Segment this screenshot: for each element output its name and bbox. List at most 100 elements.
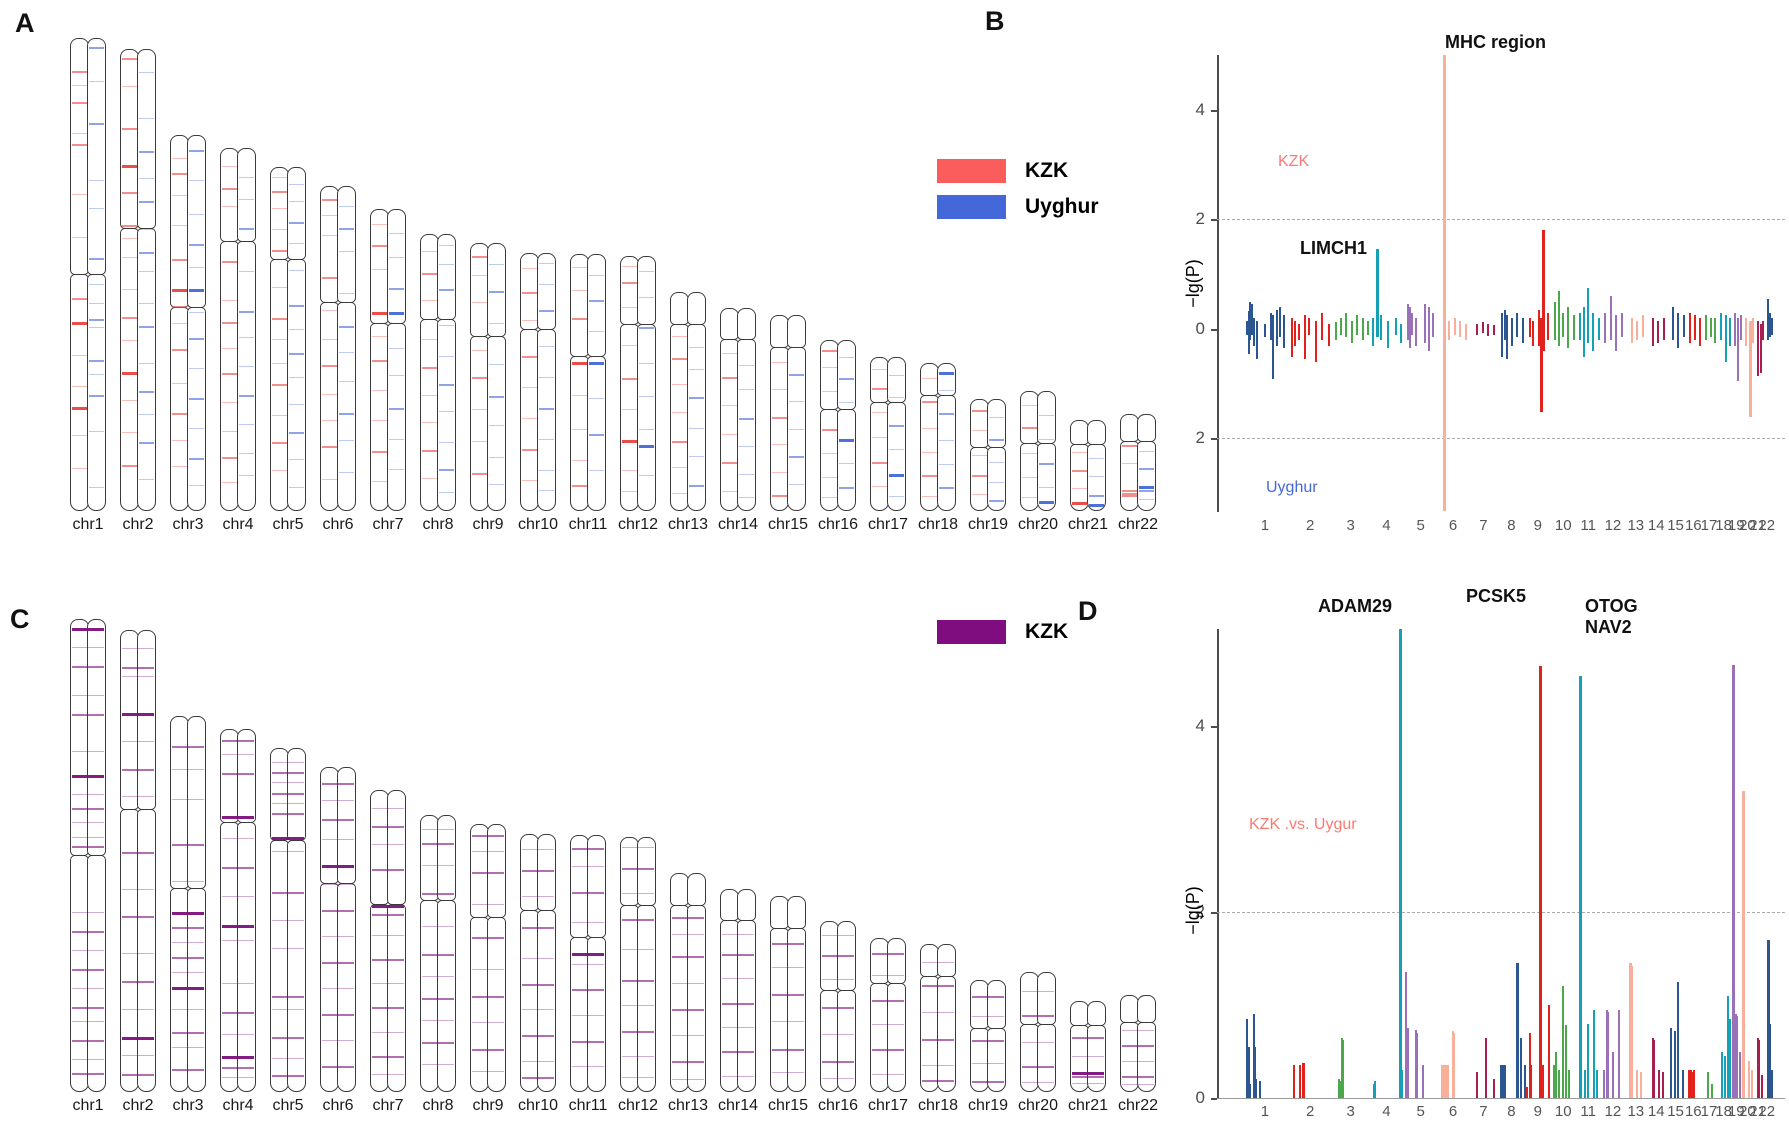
uyghur-band: [139, 118, 154, 119]
manhattan-bar-down: [1532, 329, 1535, 346]
kzk-band: [1022, 477, 1037, 478]
kzk-band: [72, 950, 104, 951]
manhattan-bar-down: [1677, 329, 1680, 349]
kzk-band: [522, 896, 554, 897]
x-axis-tick-label: 3: [1346, 517, 1355, 534]
chromosome-ideogram: [520, 834, 556, 1092]
chromatid-q-arm: [637, 905, 656, 1092]
plot-area: [1217, 629, 1789, 1099]
manhattan-bar-up: [1756, 1037, 1759, 1098]
uyghur-band: [639, 363, 654, 364]
manhattan-bar-up: [1688, 1070, 1691, 1098]
manhattan-bar-down: [1540, 329, 1544, 412]
chromatid-p-arm: [87, 619, 106, 856]
kzk-band: [422, 450, 437, 452]
manhattan-bar-down: [1516, 329, 1519, 338]
x-axis-tick-label: 22: [1758, 517, 1776, 534]
manhattan-bar-up: [1592, 312, 1595, 329]
kzk-band: [922, 985, 954, 987]
kzk-band: [622, 282, 637, 284]
chromatid-p-arm: [687, 292, 706, 325]
manhattan-bar-up: [1604, 312, 1607, 329]
manhattan-bar-up: [1339, 318, 1342, 329]
kzk-band: [422, 954, 454, 956]
kzk-band: [722, 353, 737, 354]
manhattan-bar-down: [1291, 329, 1294, 357]
uyghur-band: [589, 331, 604, 332]
manhattan-bar-up: [1651, 318, 1654, 329]
manhattan-bar-up: [1521, 318, 1524, 329]
manhattan-bar-down: [1481, 329, 1484, 334]
manhattan-bar-up: [1532, 320, 1535, 329]
manhattan-bar-up: [1720, 1051, 1723, 1098]
kzk-band: [72, 1021, 104, 1022]
manhattan-bar-up: [1596, 1070, 1599, 1098]
chromosome-ideogram: [570, 835, 606, 1092]
manhattan-bar-up: [1520, 1037, 1523, 1098]
kzk-band: [622, 266, 637, 267]
kzk-band: [522, 927, 554, 929]
y-axis-line: [1217, 55, 1219, 512]
manhattan-bar-up: [1727, 995, 1730, 1098]
chromatid-q-arm: [87, 855, 106, 1092]
uyghur-band: [289, 222, 304, 224]
uyghur-band: [489, 364, 504, 365]
kzk-band: [72, 666, 104, 668]
manhattan-bar-up: [1630, 318, 1633, 329]
manhattan-bar-up: [1673, 1031, 1676, 1098]
kzk-band: [272, 470, 287, 471]
kzk-band: [172, 259, 187, 261]
manhattan-bar-up: [1399, 629, 1403, 1098]
manhattan-bar-down: [1459, 329, 1462, 338]
manhattan-bar-down: [1597, 329, 1600, 340]
manhattan-bar-up: [1579, 675, 1583, 1098]
kzk-band: [372, 959, 404, 961]
kzk-band: [672, 358, 687, 360]
uyghur-band: [189, 289, 204, 292]
kzk-band: [1122, 1061, 1154, 1062]
uyghur-band: [139, 151, 154, 153]
kzk-band: [172, 413, 187, 415]
uyghur-band: [1139, 486, 1154, 489]
chromatid-q-arm: [987, 447, 1006, 511]
manhattan-bar-up: [1609, 296, 1612, 329]
group-label-uyghur: Uyghur: [1266, 479, 1318, 496]
manhattan-bar-up: [1689, 1070, 1692, 1098]
manhattan-bar-down: [1453, 329, 1456, 335]
manhattan-bar-up: [1552, 1065, 1555, 1098]
uyghur-band: [889, 496, 904, 497]
kzk-band: [1072, 1083, 1104, 1084]
kzk-band: [322, 420, 337, 421]
uyghur-band: [939, 413, 954, 415]
kzk-band: [372, 1056, 404, 1058]
kzk-band: [472, 441, 487, 442]
kzk-band: [872, 462, 887, 464]
kzk-band: [722, 1051, 754, 1053]
y-axis-tick-label: 2: [1195, 209, 1205, 228]
uyghur-band: [539, 408, 554, 410]
manhattan-bar-up: [1682, 315, 1685, 329]
manhattan-bar-down: [1620, 329, 1623, 338]
threshold-dashed-line: [1217, 438, 1785, 439]
manhattan-bar-down: [1714, 329, 1717, 343]
chromatid-p-arm: [737, 308, 756, 340]
uyghur-band: [89, 47, 104, 49]
kzk-band: [72, 822, 104, 823]
manhattan-bar-up: [1542, 1065, 1545, 1098]
kzk-band: [72, 298, 87, 300]
kzk-band: [172, 746, 204, 748]
uyghur-band: [839, 463, 854, 464]
manhattan-bar-up: [1297, 323, 1300, 329]
kzk-band: [572, 485, 587, 487]
y-axis-title: −lg(P): [1182, 259, 1203, 308]
chromosome-ideogram: [70, 619, 106, 1092]
kzk-band: [572, 989, 604, 991]
kzk-band: [322, 910, 354, 912]
kzk-band: [922, 962, 954, 963]
manhattan-bar-up: [1751, 318, 1754, 329]
kzk-band: [1072, 1076, 1104, 1078]
manhattan-bar-down: [1376, 329, 1380, 338]
kzk-band: [222, 322, 237, 324]
manhattan-bar-up: [1415, 318, 1418, 329]
kzk-band: [572, 1041, 604, 1043]
